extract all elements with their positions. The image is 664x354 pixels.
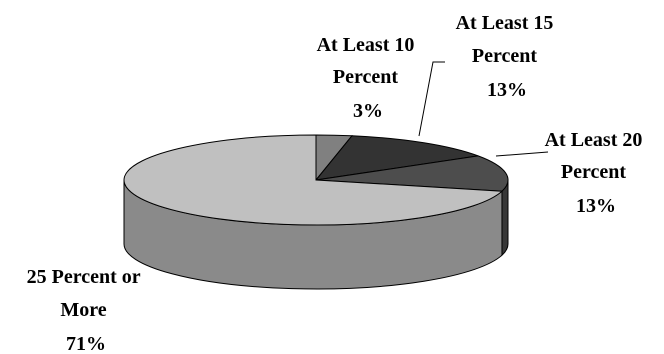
pie-top <box>123 134 509 226</box>
slice-label-at-least-10-line-1: At Least 10 <box>317 34 415 56</box>
slice-label-at-least-20-line-1: At Least 20 <box>545 129 643 151</box>
leader-line-at-least-15-percent <box>418 61 445 137</box>
leader-lines <box>418 61 549 157</box>
pie-slice-25-percent-or-more <box>123 134 504 226</box>
slice-label-25-or-more-line-1: 25 Percent or <box>27 266 141 288</box>
slice-label-at-least-20: At Least 20 Percent 13% <box>545 129 648 217</box>
pie-side-at-least-20-percent <box>501 179 509 257</box>
pie-slice-at-least-20-percent <box>315 155 509 192</box>
slice-label-at-least-15-line-1: At Least 15 <box>456 12 554 34</box>
slice-value-at-least-10: 3% <box>353 100 383 122</box>
slice-value-at-least-20: 13% <box>576 195 616 217</box>
pie-slice-at-least-15-percent <box>314 135 479 181</box>
slice-label-at-least-10: At Least 10 Percent 3% <box>317 34 420 122</box>
slice-label-at-least-10-line-2: Percent <box>333 66 398 88</box>
slice-label-25-or-more-line-2: More <box>60 299 106 321</box>
slice-label-at-least-15: At Least 15 Percent 13% <box>456 12 559 101</box>
slice-label-25-or-more: 25 Percent or More 71% <box>27 266 146 354</box>
slice-value-25-or-more: 71% <box>66 333 106 354</box>
slice-value-at-least-15: 13% <box>487 79 527 101</box>
slice-label-at-least-20-line-2: Percent <box>561 161 626 183</box>
leader-line-at-least-20-percent <box>495 151 549 157</box>
slice-label-at-least-15-line-2: Percent <box>472 45 537 67</box>
